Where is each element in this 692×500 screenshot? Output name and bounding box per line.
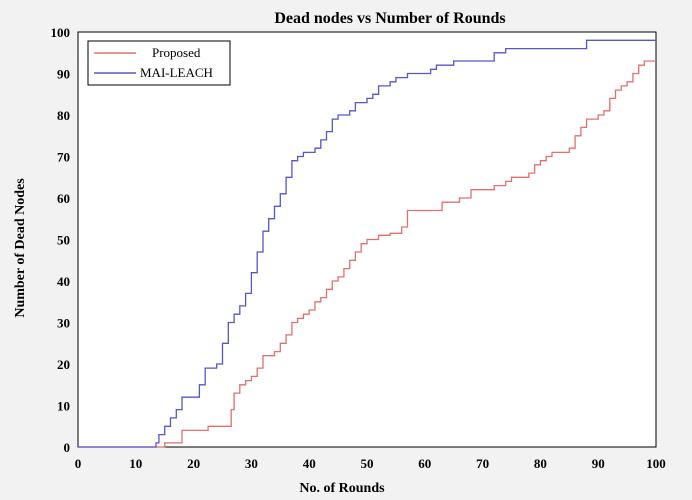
y-tick-label: 90 bbox=[57, 67, 70, 82]
y-tick-label: 10 bbox=[57, 399, 70, 414]
ticks-layer: 0 10 20 30 40 50 60 70 80 90 100 0 10 20 30 40 50 60 70 80 9… bbox=[51, 25, 666, 471]
y-tick-label: 80 bbox=[57, 108, 70, 123]
y-tick-label: 40 bbox=[57, 274, 70, 289]
y-tick-label: 0 bbox=[64, 440, 71, 455]
series-line-mai-leach bbox=[78, 39, 656, 448]
x-tick-label: 60 bbox=[418, 456, 431, 471]
x-tick-label: 30 bbox=[245, 456, 258, 471]
x-tick-label: 80 bbox=[534, 456, 547, 471]
x-tick-label: 20 bbox=[187, 456, 200, 471]
chart-title: Dead nodes vs Number of Rounds bbox=[274, 10, 505, 27]
legend: Proposed MAI-LEACH bbox=[87, 40, 231, 86]
y-tick-label: 60 bbox=[57, 191, 70, 206]
series-layer bbox=[78, 39, 656, 448]
x-tick-label: 100 bbox=[646, 456, 666, 471]
y-axis-label: Number of Dead Nodes bbox=[13, 178, 28, 318]
x-tick-label: 10 bbox=[129, 456, 142, 471]
y-tick-label: 100 bbox=[51, 25, 71, 40]
legend-label-proposed: Proposed bbox=[152, 45, 201, 60]
x-tick-label: 40 bbox=[303, 456, 316, 471]
legend-label-mai-leach: MAI-LEACH bbox=[140, 65, 213, 80]
y-tick-label: 50 bbox=[57, 233, 70, 248]
y-tick-label: 30 bbox=[57, 316, 70, 331]
series-line-proposed bbox=[78, 60, 656, 448]
x-tick-label: 50 bbox=[361, 456, 374, 471]
x-tick-label: 70 bbox=[476, 456, 489, 471]
x-tick-label: 0 bbox=[75, 456, 82, 471]
x-axis-label: No. of Rounds bbox=[299, 481, 385, 496]
y-tick-label: 70 bbox=[57, 150, 70, 165]
y-tick-label: 20 bbox=[57, 357, 70, 372]
legend-box bbox=[87, 40, 231, 86]
x-tick-label: 90 bbox=[592, 456, 605, 471]
